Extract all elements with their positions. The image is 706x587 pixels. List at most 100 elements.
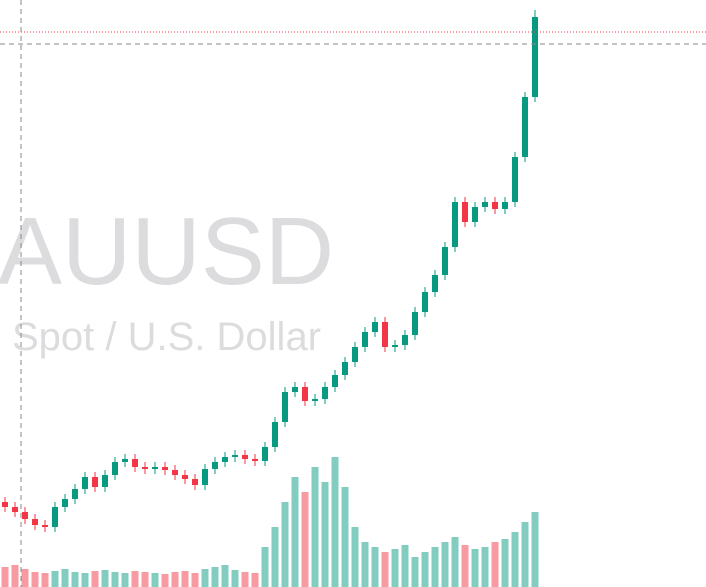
- volume-bar: [291, 477, 299, 587]
- volume-bar: [441, 542, 449, 587]
- candle-body: [392, 345, 398, 347]
- volume-bar: [221, 565, 229, 587]
- watermark-symbol: AUUSD: [0, 198, 334, 305]
- volume-bar: [301, 492, 309, 587]
- volume-bar: [271, 527, 279, 587]
- candle-body: [482, 202, 488, 207]
- candle-body: [232, 455, 238, 457]
- volume-bar: [111, 572, 119, 587]
- candle-body: [222, 457, 228, 462]
- candle-body: [2, 502, 8, 507]
- volume-bar: [521, 522, 529, 587]
- candle-body: [122, 459, 128, 462]
- candle-body: [382, 322, 388, 347]
- candle-body: [292, 387, 298, 392]
- volume-bar: [351, 527, 359, 587]
- candle-body: [302, 387, 308, 401]
- candle-body: [342, 362, 348, 375]
- volume-bar: [491, 542, 499, 587]
- candle-body: [262, 447, 268, 461]
- candle-body: [412, 312, 418, 335]
- volume-bar: [321, 482, 329, 587]
- candle-body: [532, 17, 538, 97]
- candle-body: [162, 467, 168, 470]
- volume-bar: [331, 457, 339, 587]
- volume-bar: [41, 573, 49, 587]
- volume-bar: [121, 573, 129, 587]
- candle-body: [32, 519, 38, 525]
- candle-body: [432, 275, 438, 292]
- candle-body: [82, 477, 88, 489]
- volume-bar: [1, 567, 9, 587]
- volume-bar: [311, 467, 319, 587]
- candle-body: [52, 507, 58, 527]
- candle-body: [192, 479, 198, 485]
- candle-body: [502, 202, 508, 209]
- candle-body: [512, 157, 518, 202]
- volume-bar: [211, 567, 219, 587]
- volume-bar: [281, 502, 289, 587]
- volume-bar: [531, 512, 539, 587]
- volume-bar: [141, 572, 149, 587]
- volume-bar: [401, 545, 409, 587]
- candle-body: [12, 507, 18, 512]
- candle-body: [322, 387, 328, 399]
- volume-bar: [361, 542, 369, 587]
- candle-body: [242, 455, 248, 459]
- volume-bar: [161, 574, 169, 587]
- volume-bar: [481, 547, 489, 587]
- volume-bar: [31, 572, 39, 587]
- volume-bar: [511, 532, 519, 587]
- candle-body: [352, 347, 358, 362]
- candle-body: [212, 462, 218, 469]
- volume-bar: [81, 573, 89, 587]
- candle-body: [362, 332, 368, 347]
- volume-bar: [391, 549, 399, 587]
- candle-body: [422, 292, 428, 312]
- volume-bar: [411, 557, 419, 587]
- volume-bar: [461, 545, 469, 587]
- volume-bar: [171, 572, 179, 587]
- candle-body: [152, 467, 158, 469]
- candle-body: [142, 467, 148, 469]
- candle-body: [62, 499, 68, 507]
- volume-bar: [501, 539, 509, 587]
- candle-body: [402, 335, 408, 345]
- volume-bar: [381, 552, 389, 587]
- volume-bar: [341, 487, 349, 587]
- volume-bar: [131, 571, 139, 587]
- candle-body: [172, 470, 178, 475]
- volume-bar: [421, 552, 429, 587]
- volume-pane: [1, 457, 539, 587]
- candle-body: [452, 202, 458, 247]
- volume-bar: [371, 547, 379, 587]
- volume-bar: [21, 569, 29, 587]
- volume-bar: [451, 537, 459, 587]
- volume-bar: [61, 569, 69, 587]
- price-pane: [2, 10, 538, 532]
- volume-bar: [431, 547, 439, 587]
- volume-bar: [151, 573, 159, 587]
- candle-body: [522, 97, 528, 157]
- candle-body: [372, 322, 378, 332]
- volume-bar: [471, 549, 479, 587]
- candle-body: [282, 392, 288, 422]
- candle-body: [252, 459, 258, 461]
- candle-body: [332, 375, 338, 387]
- volume-bar: [241, 572, 249, 587]
- volume-bar: [11, 565, 19, 587]
- candle-body: [72, 489, 78, 499]
- volume-bar: [181, 571, 189, 587]
- volume-bar: [201, 569, 209, 587]
- candle-body: [42, 525, 48, 527]
- candle-body: [132, 459, 138, 467]
- candle-body: [202, 469, 208, 485]
- candle-body: [112, 462, 118, 475]
- candle-body: [102, 475, 108, 487]
- volume-bar: [71, 572, 79, 587]
- volume-bar: [91, 571, 99, 587]
- volume-bar: [191, 573, 199, 587]
- candle-body: [182, 475, 188, 479]
- candle-body: [442, 247, 448, 275]
